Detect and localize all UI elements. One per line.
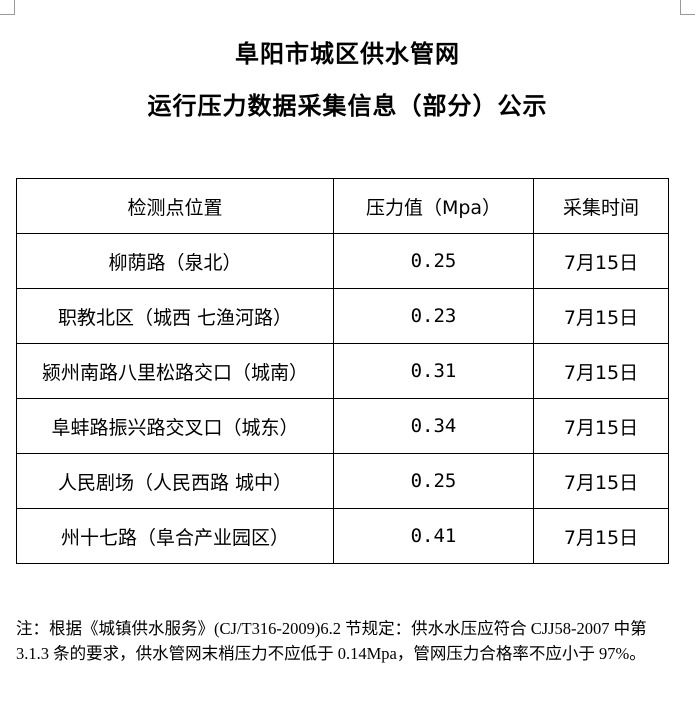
cell-location: 颍州南路八里松路交口（城南） [16, 343, 334, 399]
crop-mark [680, 0, 695, 15]
title-line-1: 阜阳市城区供水管网 [235, 39, 460, 68]
table-row: 柳荫路（泉北） 0.25 7月15日 [16, 233, 669, 289]
cell-pressure: 0.25 [333, 453, 534, 509]
pressure-table: 检测点位置 压力值（Mpa） 采集时间 柳荫路（泉北） 0.25 7月15日 职教北区… [16, 178, 669, 564]
cell-pressure: 0.34 [333, 398, 534, 454]
header-pressure: 压力值（Mpa） [333, 178, 534, 234]
footnote: 注：根据《城镇供水服务》(CJ/T316-2009)6.2 节规定：供水水压应符… [16, 619, 647, 663]
cell-location: 阜蚌路振兴路交叉口（城东） [16, 398, 334, 454]
cell-time: 7月15日 [533, 343, 669, 399]
cell-location: 州十七路（阜合产业园区） [16, 508, 334, 564]
table-row: 人民剧场（人民西路 城中） 0.25 7月15日 [16, 453, 669, 509]
title-line-2: 运行压力数据采集信息（部分）公示 [147, 91, 548, 120]
cell-location: 人民剧场（人民西路 城中） [16, 453, 334, 509]
header-location: 检测点位置 [16, 178, 334, 234]
cell-time: 7月15日 [533, 508, 669, 564]
header-time: 采集时间 [533, 178, 669, 234]
table-row: 颍州南路八里松路交口（城南） 0.31 7月15日 [16, 343, 669, 399]
cell-location: 柳荫路（泉北） [16, 233, 334, 289]
cell-pressure: 0.23 [333, 288, 534, 344]
cell-pressure: 0.41 [333, 508, 534, 564]
cell-time: 7月15日 [533, 288, 669, 344]
cell-time: 7月15日 [533, 233, 669, 289]
cell-time: 7月15日 [533, 398, 669, 454]
cell-pressure: 0.31 [333, 343, 534, 399]
cell-pressure: 0.25 [333, 233, 534, 289]
table-row: 阜蚌路振兴路交叉口（城东） 0.34 7月15日 [16, 398, 669, 454]
crop-mark [0, 0, 15, 15]
table-row: 职教北区（城西 七渔河路） 0.23 7月15日 [16, 288, 669, 344]
cell-location: 职教北区（城西 七渔河路） [16, 288, 334, 344]
table-header-row: 检测点位置 压力值（Mpa） 采集时间 [16, 178, 669, 234]
cell-time: 7月15日 [533, 453, 669, 509]
table-row: 州十七路（阜合产业园区） 0.41 7月15日 [16, 508, 669, 564]
